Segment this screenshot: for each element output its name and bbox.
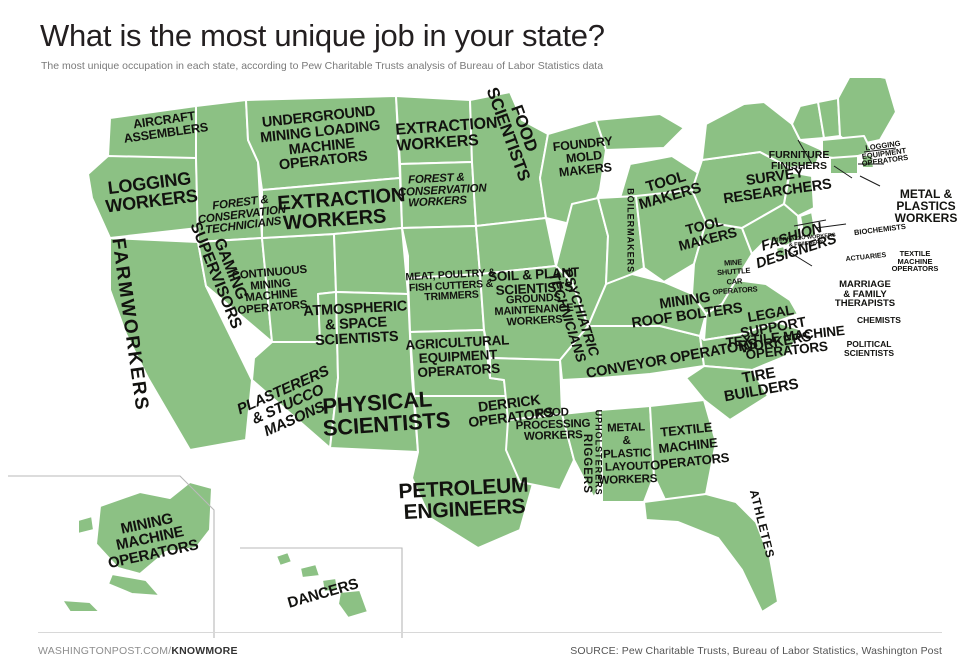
state-label-oregon: Logging Workers [104, 168, 199, 217]
state-label-dc: Political Scientists [843, 339, 895, 358]
state-label-montana: Underground Mining Loading Machine Opera… [259, 103, 381, 174]
state-label-missouri: Grounds Maintenance Workers [494, 291, 574, 329]
credit-prefix: WASHINGTONPOST.COM/ [38, 645, 172, 657]
state-label-delaware: Chemists [857, 315, 901, 325]
state-label-alaska: Mining Machine Operators [106, 510, 200, 572]
state-label-texas: Petroleum Engineers [397, 473, 529, 525]
credit-line: WASHINGTONPOST.COM/KNOWMORE [38, 645, 238, 657]
credit-brand: KNOWMORE [171, 645, 238, 657]
page-subtitle: The most unique occupation in each state… [41, 60, 604, 72]
state-label-vermont: Furniture Finishers [768, 149, 830, 172]
state-label-georgia: Textile Machine Operators [649, 419, 730, 473]
state-label-michigan: Tool Makers [637, 168, 704, 214]
inset-frames [8, 475, 403, 638]
state-label-new-mexico: Physical Scientists [321, 386, 452, 442]
state-label-hawaii: Dancers [285, 575, 361, 612]
us-map: Aircraft Assemblers Logging Workers Fore… [0, 78, 980, 638]
state-label-wisconsin: Foundry Mold Makers [552, 133, 614, 180]
source-line: SOURCE: Pew Charitable Trusts, Bureau of… [570, 645, 942, 657]
state-label-new-jersey: Marriage & Family Therapists [834, 279, 896, 310]
state-label-indiana: Boilermakers [625, 188, 636, 274]
us-map-svg [8, 78, 897, 638]
state-label-louisiana: Riggers [580, 433, 593, 494]
callout-leader-lines [785, 139, 897, 267]
state-label-north-dakota: Extraction Workers [394, 114, 498, 155]
state-shapes [61, 78, 897, 619]
state-label-washington: Aircraft Assemblers [122, 108, 209, 146]
state-label-california: Farmworkers [107, 236, 153, 413]
state-label-florida: Athletes [746, 488, 778, 560]
state-label-rhode-island: Textile Machine Operators [891, 249, 939, 274]
state-label-south-carolina: Tire Builders [722, 364, 800, 406]
state-label-colorado: Atmospheric & Space Scientists [302, 298, 408, 349]
state-label-new-hampshire: Biochemists [853, 221, 907, 238]
state-label-maine: Logging Equipment Operators [861, 138, 909, 169]
state-label-kansas: Agricultural Equipment Operators [405, 332, 510, 380]
state-label-layer: Aircraft Assemblers Logging Workers Fore… [0, 78, 980, 638]
state-label-ohio: Tool Makers [676, 212, 739, 255]
page-title: What is the most unique job in your stat… [40, 18, 605, 53]
state-label-south-dakota: Forest & Conservation Workers [397, 171, 487, 210]
footer-divider [38, 632, 942, 633]
state-label-massachusetts: Metal & Plastics Workers [894, 187, 958, 226]
state-label-wyoming: Extraction Workers [276, 184, 406, 235]
